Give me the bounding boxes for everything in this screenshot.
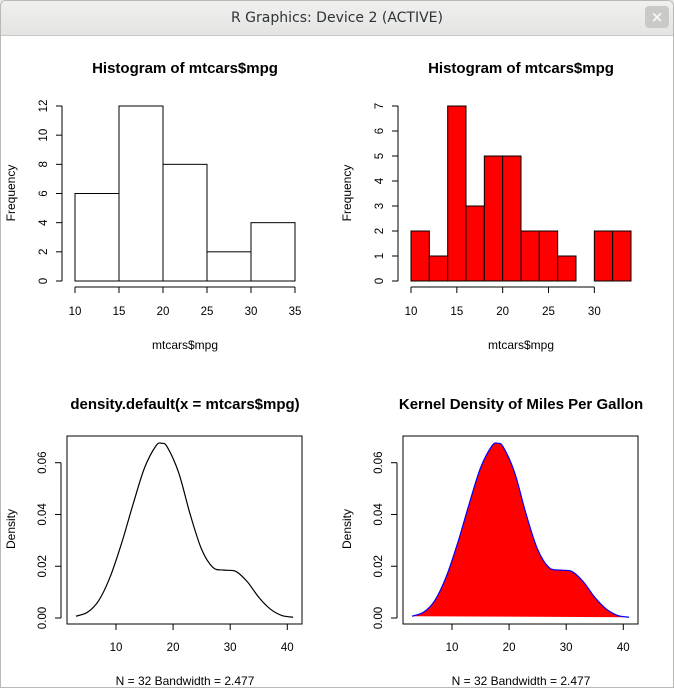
y-axis-label: Frequency — [340, 165, 354, 222]
y-tick-label: 0.04 — [37, 503, 49, 526]
x-tick-label: 25 — [542, 306, 555, 318]
y-tick-label: 4 — [38, 219, 50, 226]
y-tick-label: 5 — [374, 153, 386, 159]
histogram-bar — [557, 255, 577, 282]
chart-panel-1: Histogram of mtcars$mpg mtcars$mpg Frequen… — [4, 60, 301, 352]
chart-title: Histogram of mtcars$mpg — [92, 60, 278, 77]
histogram-bar — [162, 163, 208, 282]
x-tick-label: 30 — [245, 306, 258, 318]
histogram-bar — [465, 205, 485, 282]
x-tick-label: 20 — [157, 306, 170, 318]
chart-title: Kernel Density of Miles Per Gallon — [399, 396, 643, 413]
x-axis-label: N = 32 Bandwidth = 2.477 — [452, 674, 591, 687]
histogram-bar — [410, 230, 430, 282]
x-tick-label: 10 — [69, 306, 82, 318]
y-tick-label: 6 — [374, 128, 386, 134]
close-button[interactable]: × — [645, 6, 669, 28]
chart-panel-3: density.default(x = mtcars$mpg) N = 32 Ba… — [4, 396, 303, 687]
plot-box — [66, 435, 303, 625]
y-tick-label: 0.02 — [37, 555, 49, 577]
x-tick-label: 35 — [289, 306, 302, 318]
histogram-bar — [520, 230, 540, 282]
y-tick-label: 0 — [38, 278, 50, 284]
y-axis-label: Frequency — [4, 165, 18, 222]
chart-panel-2: Histogram of mtcars$mpg mtcars$mpg Frequen… — [340, 60, 632, 352]
density-curve — [411, 442, 630, 618]
y-tick-label: 4 — [374, 177, 386, 184]
plot-area: Histogram of mtcars$mpg mtcars$mpg Frequen… — [1, 36, 673, 687]
y-tick-label: 2 — [374, 228, 386, 234]
window-title: R Graphics: Device 2 (ACTIVE) — [231, 10, 443, 26]
x-tick-label: 30 — [560, 642, 573, 654]
histogram-bar — [206, 251, 252, 282]
x-tick-label: 40 — [281, 642, 294, 654]
y-tick-label: 0.00 — [37, 607, 49, 629]
histogram-bar — [593, 230, 614, 282]
histogram-bar — [118, 105, 164, 282]
histogram-bar — [538, 230, 559, 282]
x-tick-label: 30 — [224, 642, 237, 654]
chart-title: Histogram of mtcars$mpg — [428, 60, 614, 77]
y-axis-label: Density — [4, 509, 18, 549]
y-tick-label: 0.06 — [37, 452, 49, 474]
x-tick-label: 10 — [405, 306, 418, 318]
y-tick-label: 7 — [374, 103, 386, 109]
y-tick-label: 6 — [38, 190, 50, 196]
x-tick-label: 20 — [503, 642, 516, 654]
x-tick-label: 15 — [450, 306, 463, 318]
y-tick-label: 3 — [374, 203, 386, 209]
y-tick-label: 2 — [38, 249, 50, 255]
y-tick-label: 8 — [38, 161, 50, 167]
y-tick-label: 1 — [374, 253, 386, 259]
chart-panel-4: Kernel Density of Miles Per Gallon N = 32… — [340, 396, 643, 687]
histogram-bar — [428, 255, 449, 282]
histogram-bar — [502, 155, 522, 282]
y-tick-label: 0.06 — [373, 452, 385, 474]
x-tick-label: 25 — [201, 306, 214, 318]
y-tick-label: 0.04 — [373, 503, 385, 526]
x-tick-label: 20 — [496, 306, 509, 318]
y-tick-label: 0.02 — [373, 555, 385, 577]
x-axis-label: mtcars$mpg — [152, 338, 218, 352]
density-fill-area — [412, 442, 629, 618]
y-tick-label: 0 — [374, 278, 386, 284]
histogram-bar — [612, 230, 632, 282]
x-tick-label: 40 — [617, 642, 630, 654]
x-tick-label: 30 — [588, 306, 601, 318]
x-tick-label: 10 — [446, 642, 459, 654]
x-tick-label: 15 — [113, 306, 126, 318]
y-tick-label: 10 — [38, 129, 50, 142]
y-tick-label: 12 — [38, 100, 50, 113]
x-tick-label: 20 — [167, 642, 180, 654]
y-axis-label: Density — [340, 509, 354, 549]
x-tick-label: 10 — [110, 642, 123, 654]
histogram-bar — [447, 105, 467, 282]
x-axis-label: mtcars$mpg — [488, 338, 554, 352]
plots-canvas: Histogram of mtcars$mpg mtcars$mpg Frequen… — [4, 60, 643, 687]
x-axis-label: N = 32 Bandwidth = 2.477 — [116, 674, 255, 687]
chart-title: density.default(x = mtcars$mpg) — [70, 396, 299, 413]
plot-box — [402, 435, 639, 625]
title-bar[interactable]: R Graphics: Device 2 (ACTIVE) × — [1, 1, 673, 36]
histogram-bar — [74, 193, 120, 282]
y-tick-label: 0.00 — [373, 607, 385, 629]
density-curve — [75, 442, 294, 618]
histogram-bar — [250, 222, 296, 282]
histogram-bar — [483, 155, 504, 282]
